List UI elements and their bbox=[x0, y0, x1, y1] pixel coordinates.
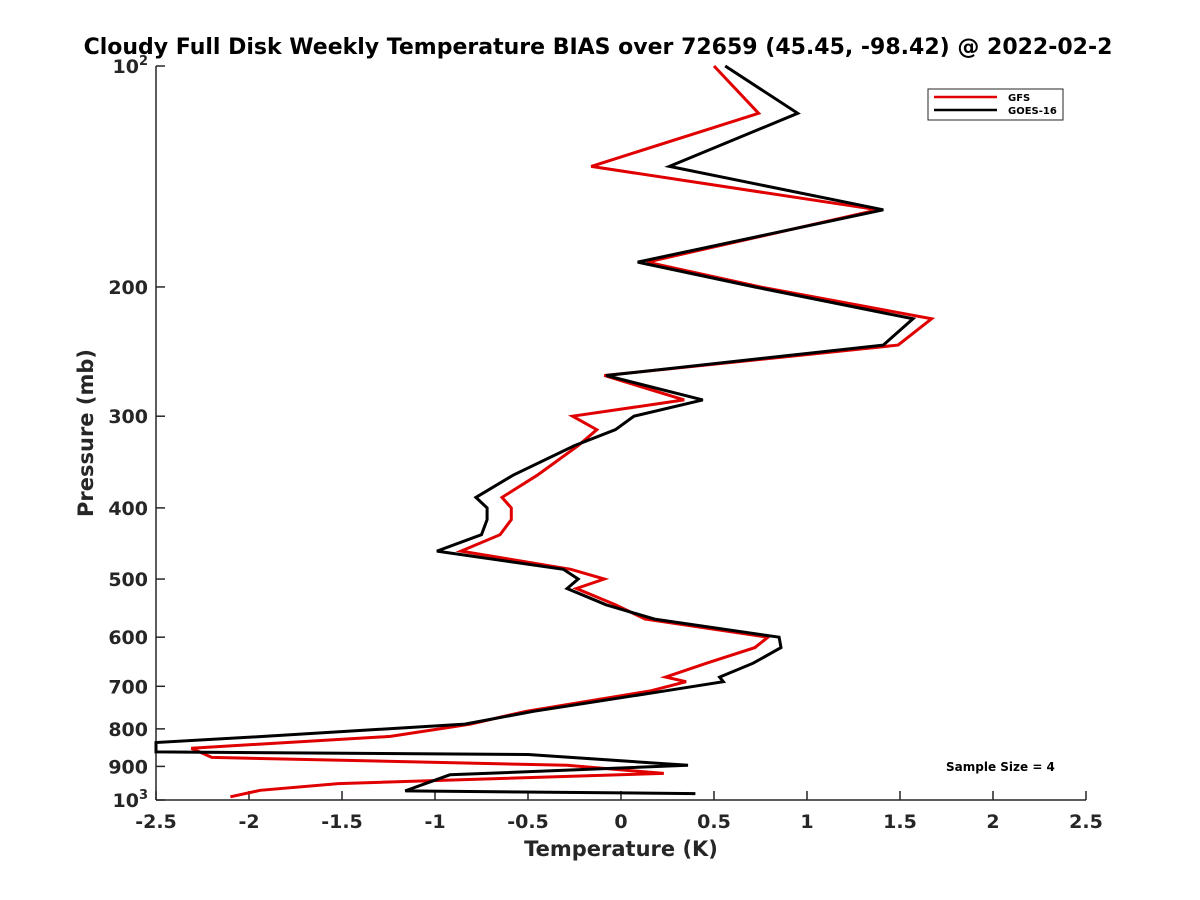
y-tick-label: 500 bbox=[108, 569, 148, 591]
x-axis-ticks: -2.5 -2 -1.5 -1 -0.5 0 0.5 1 1.5 2 2.5 bbox=[135, 791, 1103, 833]
x-tick-label: -2.5 bbox=[135, 811, 177, 833]
series-line-goes16 bbox=[154, 64, 917, 796]
x-tick-label: 0.5 bbox=[697, 811, 731, 833]
y-tick-label: 102 bbox=[113, 54, 149, 78]
series-line-gfs bbox=[190, 64, 936, 799]
x-tick-label: 1 bbox=[800, 811, 813, 833]
y-tick-label: 103 bbox=[113, 788, 149, 812]
y-tick-label: 700 bbox=[108, 676, 148, 698]
legend: GFS GOES-16 bbox=[927, 88, 1064, 121]
y-tick-label: 600 bbox=[108, 627, 148, 649]
y-tick-label: 900 bbox=[108, 756, 148, 778]
series-lines bbox=[154, 64, 936, 799]
y-tick-label: 800 bbox=[108, 719, 148, 741]
sample-size-annotation: Sample Size = 4 bbox=[946, 760, 1055, 774]
x-tick-label: 2 bbox=[986, 811, 999, 833]
x-tick-label: -1.5 bbox=[321, 811, 363, 833]
y-tick-label: 400 bbox=[108, 498, 148, 520]
x-tick-label: -2 bbox=[238, 811, 259, 833]
x-tick-label: 2.5 bbox=[1069, 811, 1103, 833]
plot-axes bbox=[155, 66, 1086, 801]
x-tick-label: -0.5 bbox=[507, 811, 549, 833]
legend-label-gfs: GFS bbox=[1008, 93, 1030, 104]
x-tick-label: 1.5 bbox=[883, 811, 917, 833]
y-axis-label: Pressure (mb) bbox=[74, 349, 98, 517]
y-tick-label: 300 bbox=[108, 406, 148, 428]
x-axis-label: Temperature (K) bbox=[524, 837, 718, 861]
legend-box bbox=[927, 88, 1064, 121]
legend-label-goes16: GOES-16 bbox=[1008, 106, 1057, 117]
y-tick-label: 200 bbox=[108, 277, 148, 299]
chart-title: Cloudy Full Disk Weekly Temperature BIAS… bbox=[84, 35, 1113, 60]
y-axis-ticks: 102 200 300 400 500 600 700 800 900 103 bbox=[108, 54, 165, 812]
x-tick-label: 0 bbox=[614, 811, 627, 833]
x-tick-label: -1 bbox=[424, 811, 445, 833]
